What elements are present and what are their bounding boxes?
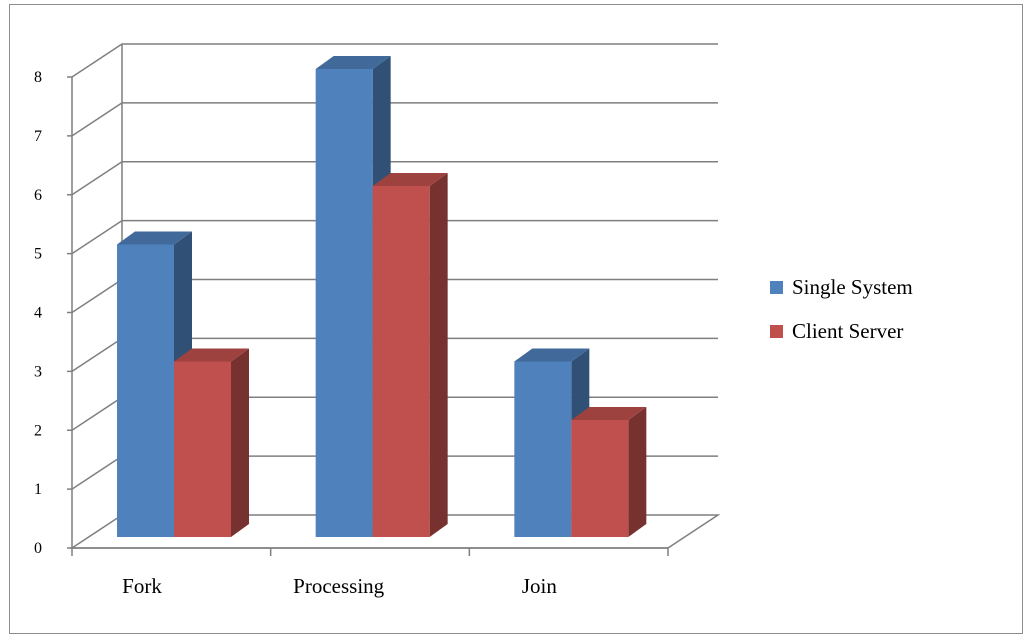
bar-front-face: [372, 186, 430, 537]
y-tick-label: 1: [34, 481, 42, 498]
bar-top-face: [571, 407, 647, 420]
y-tick-label: 2: [34, 422, 42, 439]
gridline: [71, 219, 718, 255]
bar-top-face: [174, 348, 249, 362]
y-tick-label: 3: [34, 363, 42, 380]
y-tick-label: 0: [34, 540, 42, 557]
bar-top-face: [315, 56, 391, 69]
legend-label: Single System: [792, 275, 913, 299]
bar-side-face: [628, 407, 647, 537]
y-tick-label: 7: [34, 128, 42, 145]
gridline: [71, 43, 718, 78]
bar-side-face: [231, 348, 249, 537]
y-tick-label: 5: [34, 246, 42, 263]
gridline: [71, 102, 718, 137]
x-tick-label: Processing: [293, 574, 384, 598]
gridline: [71, 161, 718, 196]
bars: [117, 56, 647, 537]
x-tick-label: Fork: [122, 574, 162, 598]
x-axis: Fork Processing Join: [71, 547, 669, 598]
bar-top-face: [372, 173, 448, 186]
legend-label: Client Server: [792, 319, 903, 343]
y-tick-label: 8: [34, 69, 42, 86]
bar: [174, 348, 249, 537]
legend: Single System Client Server: [770, 275, 913, 343]
y-tick-label: 6: [34, 187, 42, 204]
bar-top-face: [117, 231, 192, 245]
bar: [372, 173, 448, 537]
legend-swatch: [770, 281, 783, 294]
bar-front-face: [174, 361, 231, 537]
legend-swatch: [770, 325, 783, 338]
y-tick-label: 4: [34, 305, 42, 322]
bar-front-face: [571, 420, 629, 537]
bar-chart-3d: 0 1 2 3 4 5 6 7 8 Fork Processing Join Single Syst…: [34, 43, 913, 598]
bar-side-face: [429, 173, 448, 537]
bar-front-face: [315, 69, 373, 537]
y-axis: 0 1 2 3 4 5 6 7 8: [34, 69, 73, 557]
bar: [571, 407, 647, 537]
x-tick-label: Join: [522, 574, 558, 598]
bar-front-face: [117, 244, 174, 537]
bar-front-face: [514, 361, 572, 537]
bar-top-face: [514, 348, 590, 362]
